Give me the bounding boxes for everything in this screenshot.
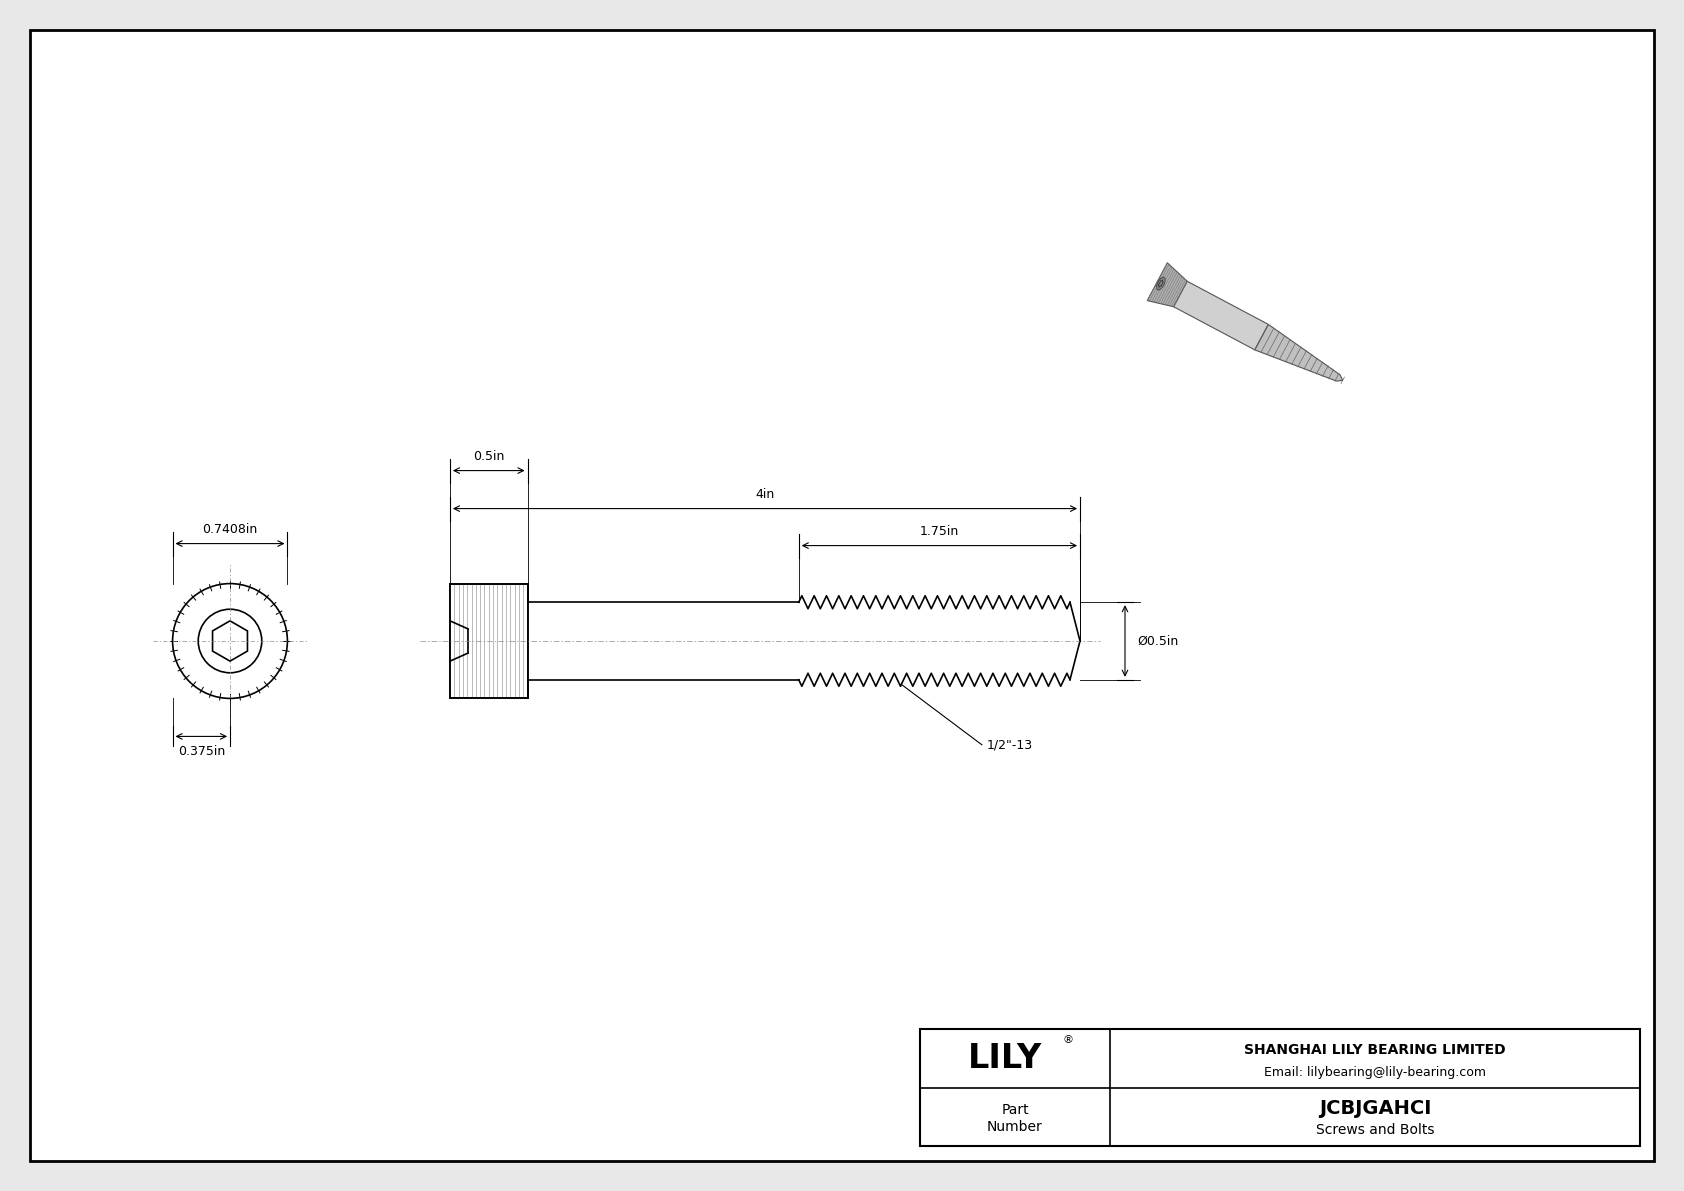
FancyBboxPatch shape: [919, 1029, 1640, 1146]
Text: 1.75in: 1.75in: [919, 524, 958, 537]
Text: Ø0.5in: Ø0.5in: [1137, 635, 1179, 648]
Text: 4in: 4in: [756, 487, 775, 500]
Text: Email: lilybearing@lily-bearing.com: Email: lilybearing@lily-bearing.com: [1265, 1066, 1485, 1079]
Text: ®: ®: [1063, 1035, 1073, 1045]
Text: 0.5in: 0.5in: [473, 449, 505, 462]
Text: Number: Number: [987, 1120, 1042, 1134]
Ellipse shape: [1157, 278, 1165, 289]
Text: SHANGHAI LILY BEARING LIMITED: SHANGHAI LILY BEARING LIMITED: [1244, 1043, 1505, 1058]
Text: 1/2"-13: 1/2"-13: [987, 738, 1032, 752]
Text: JCBJGAHCI: JCBJGAHCI: [1319, 1099, 1431, 1118]
Polygon shape: [1147, 263, 1187, 307]
Text: 0.375in: 0.375in: [179, 746, 226, 759]
FancyBboxPatch shape: [30, 30, 1654, 1161]
Polygon shape: [1255, 324, 1342, 381]
Text: Screws and Bolts: Screws and Bolts: [1315, 1123, 1435, 1136]
Text: Part: Part: [1002, 1103, 1029, 1117]
Polygon shape: [1174, 281, 1268, 350]
Text: 0.7408in: 0.7408in: [202, 523, 258, 536]
Text: LILY: LILY: [968, 1042, 1042, 1074]
FancyBboxPatch shape: [450, 584, 527, 698]
